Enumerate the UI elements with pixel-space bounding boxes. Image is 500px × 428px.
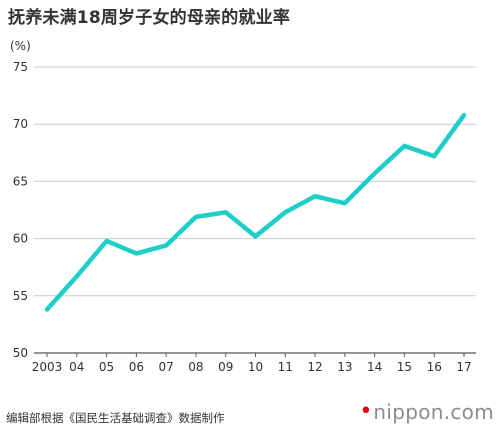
x-tick-label: 10 [248,360,263,374]
x-tick-label: 05 [99,360,114,374]
x-tick-label: 07 [159,360,174,374]
y-tick-label: 60 [13,232,28,246]
x-tick-label: 15 [397,360,412,374]
y-tick-label: 50 [13,346,28,360]
y-axis-tick-labels: 50 55 60 65 70 75 [13,60,28,360]
line-chart: (%) 50 55 60 65 70 75 2003 04 05 06 07 08 09 10 11 12 1… [10,39,476,374]
brand-dot-icon: • [359,399,373,424]
x-tick-label: 08 [188,360,203,374]
y-tick-label: 70 [13,117,28,131]
source-note: 编辑部根据《国民生活基础调查》数据制作 [6,411,225,425]
x-axis-tick-labels: 2003 04 05 06 07 08 09 10 11 12 13 14 15 16 17 [32,353,472,374]
series-line [44,112,467,312]
y-tick-label: 75 [13,60,28,74]
x-tick-label: 09 [218,360,233,374]
data-series [44,112,467,312]
x-tick-label: 16 [427,360,442,374]
brand-logo: • nippon.com [359,400,494,424]
x-tick-label: 2003 [32,360,63,374]
x-tick-label: 17 [456,360,471,374]
chart-title: 抚养未满18周岁子女的母亲的就业率 [8,8,291,28]
x-tick-label: 14 [367,360,382,374]
x-tick-label: 04 [69,360,84,374]
y-tick-label: 65 [13,174,28,188]
x-tick-label: 11 [278,360,293,374]
gridlines [34,66,476,354]
x-tick-label: 13 [337,360,352,374]
y-tick-label: 55 [13,289,28,303]
brand-name: nippon.com [373,400,494,424]
x-tick-label: 12 [307,360,322,374]
x-tick-label: 06 [129,360,144,374]
y-axis-unit-label: (%) [10,39,31,53]
